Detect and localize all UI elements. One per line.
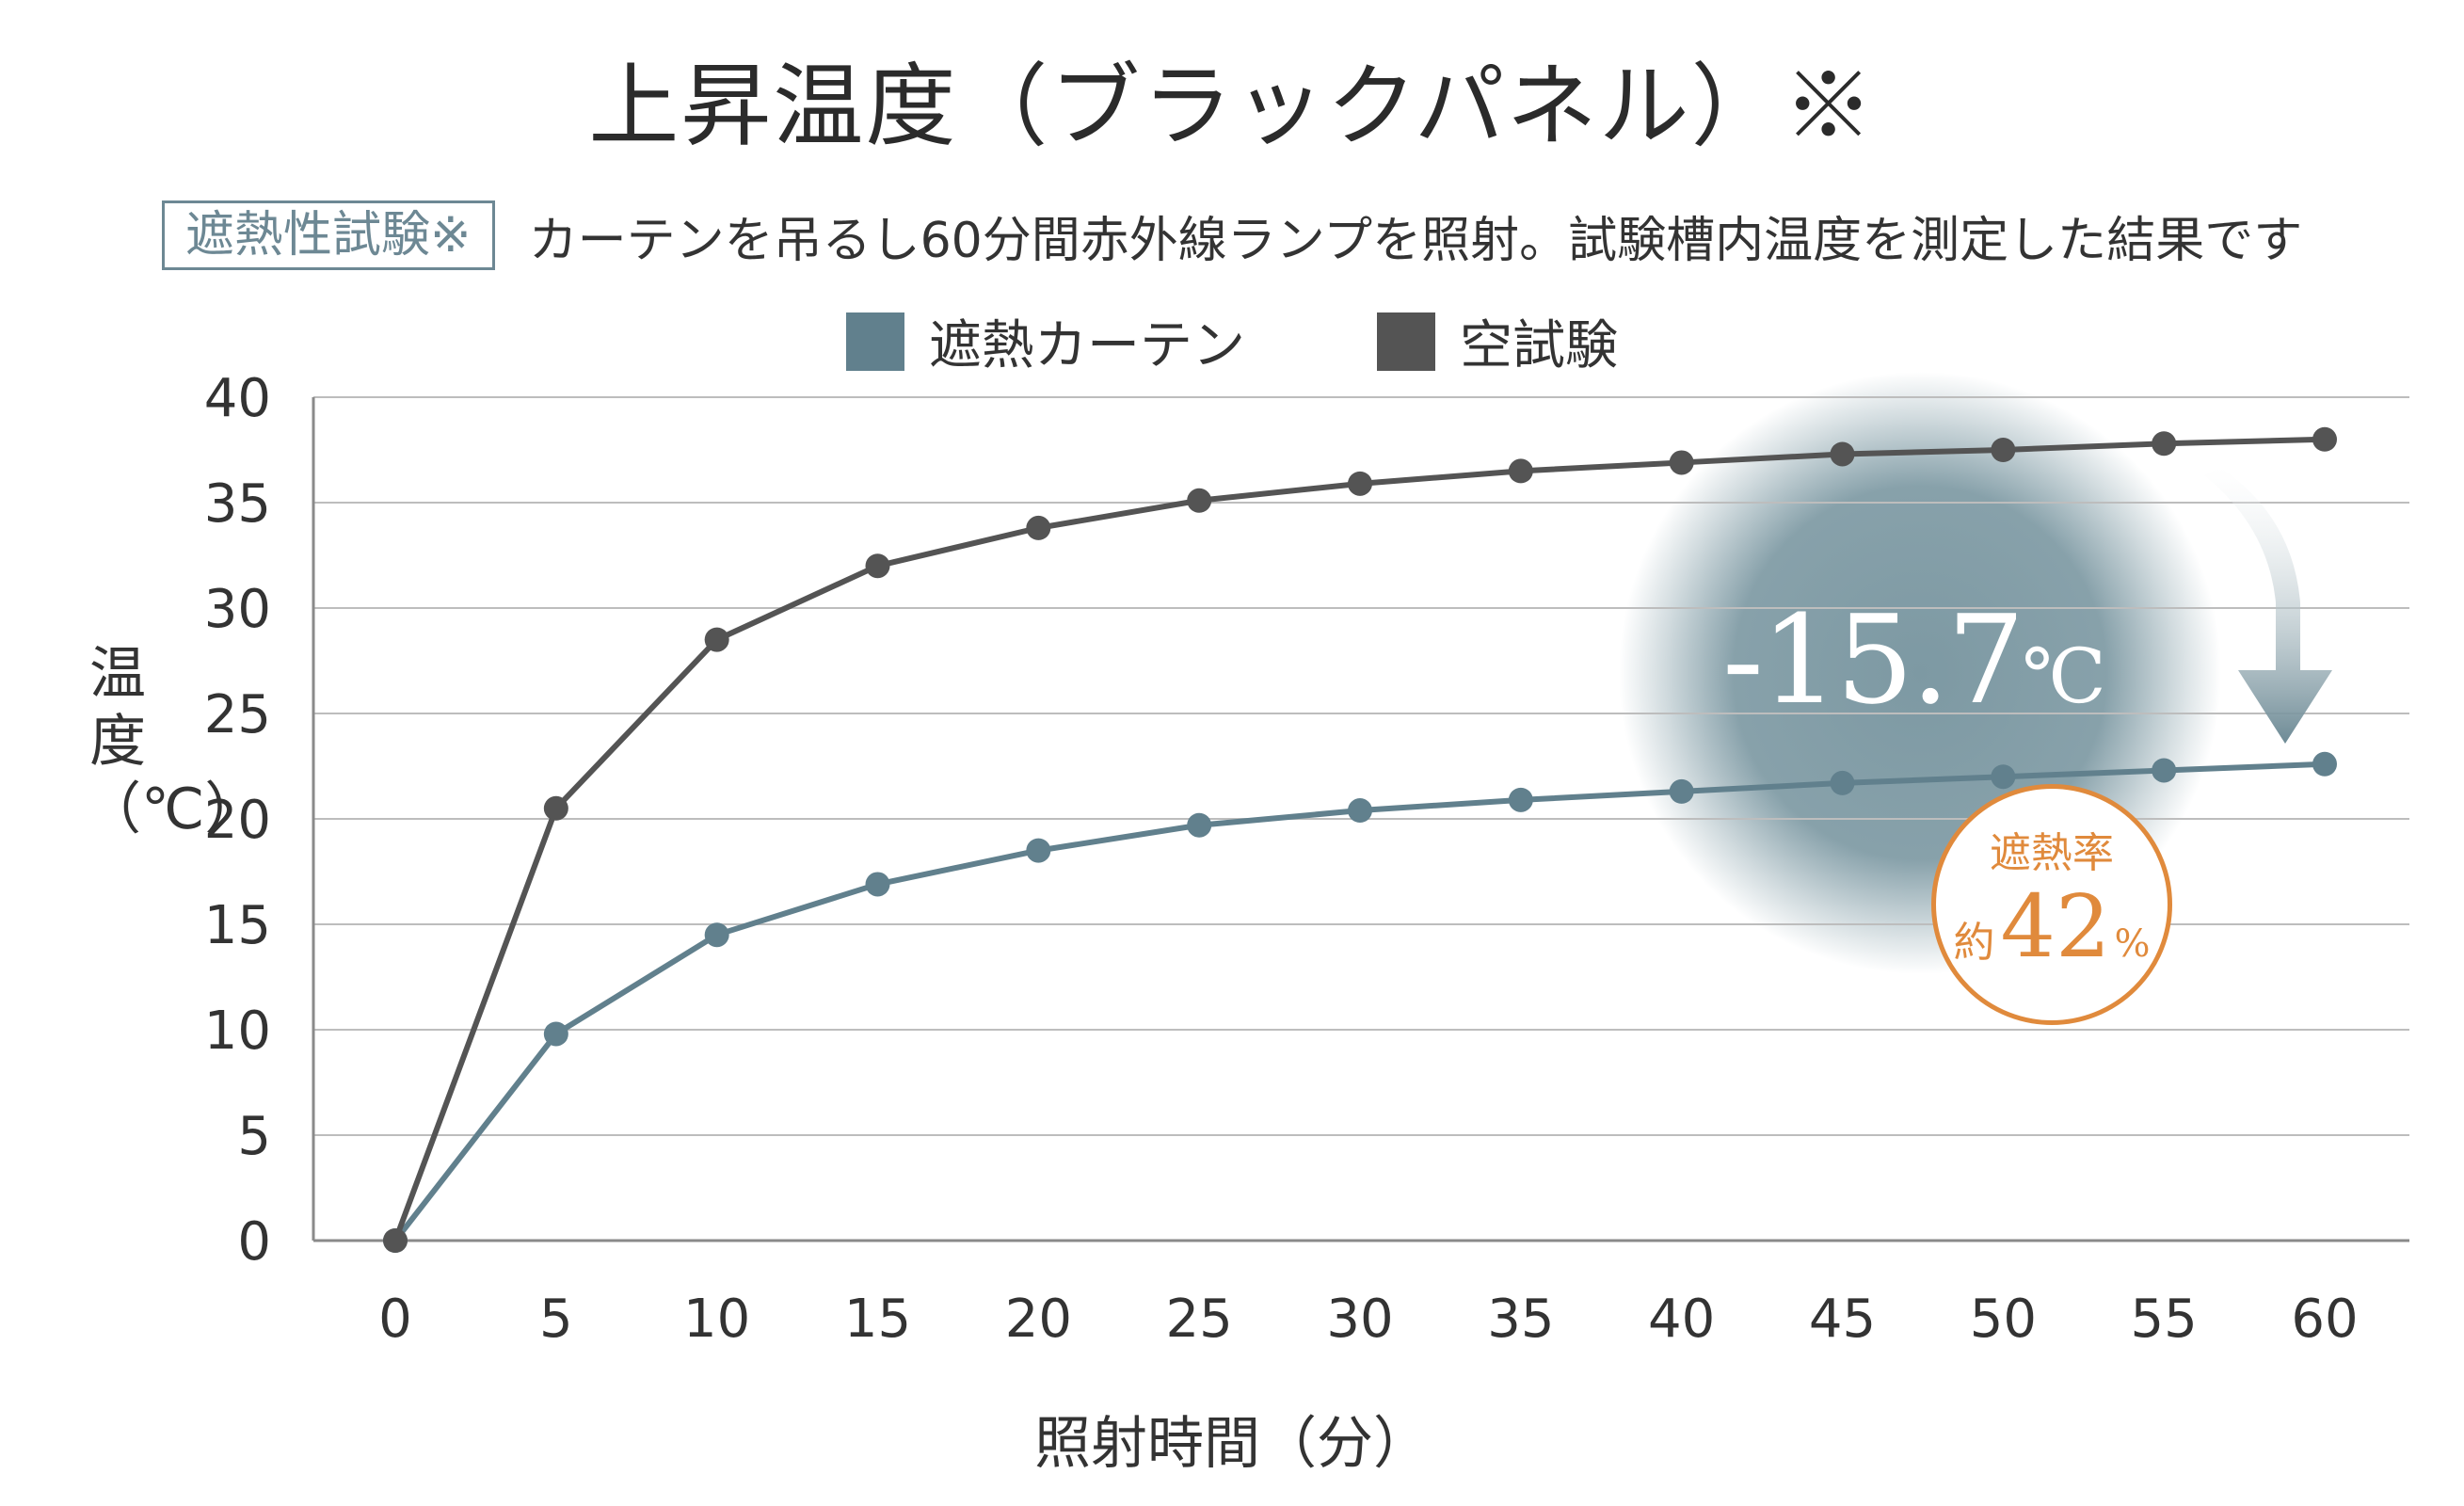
rate-label: 遮熱率 xyxy=(1990,828,2114,877)
x-tick-label-35: 35 xyxy=(1487,1289,1554,1350)
legend-label-curtain: 遮熱カーテン xyxy=(929,315,1245,376)
point-blank-45 xyxy=(1830,441,1855,467)
rate-value-row: 約 42 % xyxy=(1953,884,2150,970)
rate-value: 42 xyxy=(2000,876,2111,978)
y-tick-label-20: 20 xyxy=(204,790,271,851)
legend-swatch-blank xyxy=(1377,312,1435,371)
x-tick-label-55: 55 xyxy=(2131,1289,2198,1350)
point-blank-35 xyxy=(1508,458,1533,484)
x-tick-label-15: 15 xyxy=(844,1289,911,1350)
y-tick-label-40: 40 xyxy=(204,368,271,429)
x-tick-label-0: 0 xyxy=(378,1289,412,1350)
y-tick-label-10: 10 xyxy=(204,1001,271,1062)
point-blank-10 xyxy=(704,627,729,652)
y-tick-label-0: 0 xyxy=(237,1211,271,1273)
point-curtain-40 xyxy=(1669,778,1694,804)
legend-swatch-curtain xyxy=(846,312,904,371)
difference-unit: ℃ xyxy=(2022,633,2105,720)
y-tick-label-25: 25 xyxy=(204,684,271,745)
rate-prefix: 約 xyxy=(1953,919,1995,968)
test-description: カーテンを吊るし60分間赤外線ランプを照射。試験槽内温度を測定した結果です xyxy=(528,212,2303,269)
test-info-row: 遮熱性試験※ カーテンを吊るし60分間赤外線ランプを照射。試験槽内温度を測定した… xyxy=(162,193,2302,278)
x-axis-label: 照射時間（分） xyxy=(1034,1411,1430,1477)
point-curtain-10 xyxy=(704,922,729,948)
point-blank-55 xyxy=(2152,431,2177,457)
x-tick-label-45: 45 xyxy=(1809,1289,1876,1350)
y-tick-label-35: 35 xyxy=(204,473,271,535)
x-tick-label-20: 20 xyxy=(1005,1289,1072,1350)
point-blank-25 xyxy=(1187,488,1212,513)
point-blank-30 xyxy=(1348,471,1372,496)
legend: 遮熱カーテン 空試験 xyxy=(0,303,2464,379)
rate-unit: % xyxy=(2114,922,2151,967)
point-curtain-45 xyxy=(1830,770,1855,795)
chart-title: 上昇温度（ブラックパネル）※ xyxy=(588,54,1876,159)
point-blank-50 xyxy=(1991,438,2016,462)
x-tick-label-10: 10 xyxy=(683,1289,750,1350)
point-curtain-15 xyxy=(865,872,890,897)
x-tick-label-40: 40 xyxy=(1648,1289,1715,1350)
point-curtain-55 xyxy=(2152,758,2177,783)
shielding-rate-badge: 遮熱率 約 42 % xyxy=(1931,784,2172,1025)
point-curtain-30 xyxy=(1348,798,1372,824)
point-curtain-20 xyxy=(1026,838,1051,863)
point-blank-0 xyxy=(383,1228,408,1253)
difference-label: -15.7℃ xyxy=(1722,588,2106,731)
x-tick-label-25: 25 xyxy=(1166,1289,1233,1350)
point-curtain-25 xyxy=(1187,812,1212,838)
test-badge: 遮熱性試験※ xyxy=(162,200,495,270)
difference-value: -15.7 xyxy=(1722,588,2024,731)
legend-item-curtain: 遮熱カーテン xyxy=(846,303,1245,379)
point-blank-20 xyxy=(1026,515,1051,540)
point-curtain-5 xyxy=(543,1021,568,1047)
x-tick-label-60: 60 xyxy=(2291,1289,2358,1350)
point-blank-15 xyxy=(865,553,890,579)
legend-label-blank: 空試験 xyxy=(1460,315,1618,376)
x-tick-label-30: 30 xyxy=(1326,1289,1393,1350)
down-arrow-icon xyxy=(2204,467,2332,744)
y-tick-label-30: 30 xyxy=(204,579,271,640)
legend-item-blank: 空試験 xyxy=(1377,303,1618,379)
y-tick-label-15: 15 xyxy=(204,895,271,956)
y-axis-label: 温度（℃） xyxy=(85,641,262,842)
x-tick-label-5: 5 xyxy=(539,1289,573,1350)
point-blank-40 xyxy=(1669,450,1694,475)
x-tick-label-50: 50 xyxy=(1970,1289,2037,1350)
point-curtain-60 xyxy=(2312,751,2337,777)
point-curtain-35 xyxy=(1508,787,1533,812)
point-blank-60 xyxy=(2312,426,2337,452)
point-blank-5 xyxy=(543,795,568,821)
y-tick-label-5: 5 xyxy=(237,1106,271,1167)
point-curtain-50 xyxy=(1991,764,2016,790)
